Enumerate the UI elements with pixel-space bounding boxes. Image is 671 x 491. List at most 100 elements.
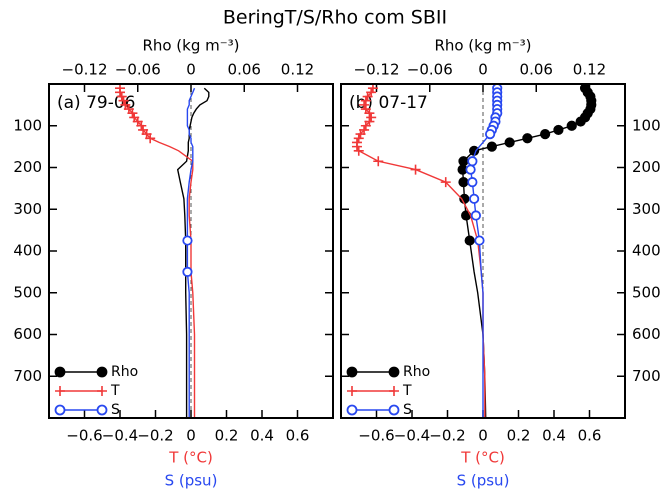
chart-title: BeringT/S/Rho com SBII xyxy=(223,7,447,29)
legend-label: Rho xyxy=(111,364,138,380)
x2-tick-label: −0.12 xyxy=(62,61,108,79)
legend-marker xyxy=(347,386,357,396)
x-axis-label: T (°C) xyxy=(460,449,505,467)
y-tick-label: 400 xyxy=(13,242,42,260)
marker xyxy=(353,145,364,156)
marker xyxy=(474,235,485,246)
marker xyxy=(458,156,469,167)
marker xyxy=(575,116,586,127)
x-tick-label: −0.4 xyxy=(102,427,138,445)
x-axis-label: S (psu) xyxy=(165,472,218,490)
x-tick-label: −0.6 xyxy=(358,427,394,445)
marker xyxy=(118,95,129,106)
x2-tick-label: −0.06 xyxy=(115,61,161,79)
legend-marker xyxy=(54,404,66,416)
panel: 100 200 300 400 500 600 700 −0.6 −0.4 −0.2 0 0.2 0.4… xyxy=(340,37,661,490)
y-tick-label: 200 xyxy=(13,158,42,176)
marker xyxy=(465,164,476,175)
y-tick-label: 200 xyxy=(632,158,661,176)
marker xyxy=(127,108,138,119)
marker xyxy=(522,133,533,144)
x-tick-label: 0 xyxy=(478,427,488,445)
marker xyxy=(353,133,364,144)
y-tick-label: 700 xyxy=(632,367,661,385)
x-tick-label: 0.4 xyxy=(542,427,566,445)
marker xyxy=(145,133,156,144)
marker xyxy=(566,120,577,131)
x-tick-label: 0.6 xyxy=(286,427,310,445)
y-tick-label: 400 xyxy=(632,242,661,260)
x-tick-label: 0.2 xyxy=(507,427,531,445)
marker xyxy=(484,129,496,140)
x-tick-label: −0.6 xyxy=(66,427,102,445)
legend-marker xyxy=(54,366,66,378)
legend-marker xyxy=(97,386,107,396)
marker xyxy=(464,235,475,246)
x2-tick-label: −0.06 xyxy=(407,61,453,79)
y-tick-label: 700 xyxy=(13,367,42,385)
marker xyxy=(115,87,125,98)
legend-marker xyxy=(388,404,400,416)
marker xyxy=(440,177,451,188)
marker xyxy=(360,95,371,106)
marker xyxy=(467,177,478,188)
x2-tick-label: 0.12 xyxy=(573,61,606,79)
marker xyxy=(359,99,370,110)
x-axis-label: T (°C) xyxy=(168,449,213,467)
y-tick-label: 300 xyxy=(632,200,661,218)
marker xyxy=(360,120,371,131)
marker xyxy=(116,91,127,102)
marker xyxy=(362,91,373,102)
x-tick-label: 0.6 xyxy=(578,427,602,445)
x2-tick-label: 0 xyxy=(478,61,488,79)
marker xyxy=(540,129,551,140)
legend-marker xyxy=(346,366,358,378)
legend-label: S xyxy=(403,402,412,418)
marker xyxy=(458,177,469,188)
marker xyxy=(486,141,497,152)
legend-label: T xyxy=(110,383,120,399)
marker xyxy=(364,108,375,119)
marker xyxy=(182,235,193,246)
marker xyxy=(467,156,478,167)
x2-axis-label: Rho (kg m⁻³) xyxy=(434,37,531,55)
series-line xyxy=(176,87,210,418)
x-tick-label: 0 xyxy=(186,427,196,445)
plot-frame xyxy=(48,83,334,419)
y-tick-label: 300 xyxy=(13,200,42,218)
y-tick-label: 600 xyxy=(13,325,42,343)
panel-label: (b) 07-17 xyxy=(349,93,428,113)
marker xyxy=(136,120,147,131)
legend-label: Rho xyxy=(403,364,430,380)
panel-label: (a) 79-06 xyxy=(57,93,135,113)
marker xyxy=(504,137,515,148)
marker xyxy=(373,156,384,167)
marker xyxy=(470,210,481,221)
legend-label: T xyxy=(402,383,412,399)
marker xyxy=(182,266,193,277)
marker xyxy=(553,124,564,136)
y-tick-label: 600 xyxy=(632,325,661,343)
marker xyxy=(410,164,421,175)
x2-tick-label: 0.12 xyxy=(281,61,314,79)
legend-marker xyxy=(55,386,65,396)
marker xyxy=(469,193,480,204)
x2-tick-label: 0 xyxy=(186,61,196,79)
x-tick-label: −0.2 xyxy=(429,427,465,445)
legend-marker xyxy=(346,404,358,416)
x-axis-label: S (psu) xyxy=(457,472,510,490)
x2-tick-label: 0.06 xyxy=(520,61,553,79)
y-tick-label: 500 xyxy=(632,283,661,301)
legend-marker xyxy=(389,386,399,396)
legend-label: S xyxy=(111,402,120,418)
series-line xyxy=(119,88,196,418)
x-tick-label: −0.4 xyxy=(394,427,430,445)
y-tick-label: 100 xyxy=(13,116,42,134)
marker xyxy=(366,112,377,123)
plot-frame xyxy=(340,83,626,419)
x-tick-label: 0.2 xyxy=(215,427,239,445)
legend-marker xyxy=(96,366,108,378)
x-tick-label: −0.2 xyxy=(137,427,173,445)
legend-marker xyxy=(388,366,400,378)
